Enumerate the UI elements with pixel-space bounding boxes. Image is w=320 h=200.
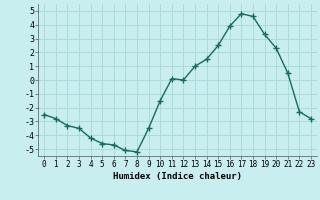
X-axis label: Humidex (Indice chaleur): Humidex (Indice chaleur) — [113, 172, 242, 181]
